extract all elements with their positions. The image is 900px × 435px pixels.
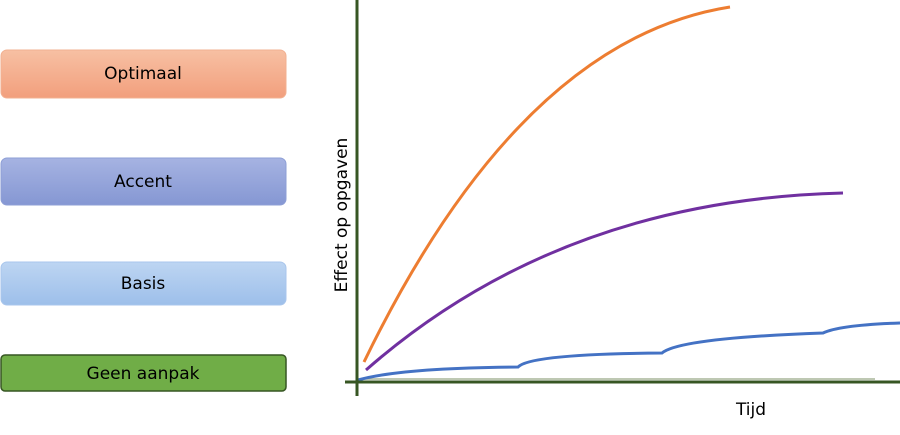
- curve-accent: [365, 191, 844, 372]
- curve-optimaal: [362, 5, 731, 363]
- x-axis-label: Tijd: [735, 400, 766, 420]
- legend-label: Basis: [121, 274, 166, 294]
- box-basis: [0, 261, 287, 306]
- legend-label: Geen aanpak: [87, 364, 200, 384]
- legend-label: Optimaal: [104, 64, 182, 84]
- box-optimaal: [0, 49, 287, 99]
- box-geen-aanpak: [0, 354, 287, 392]
- legend-label: Accent: [114, 172, 172, 192]
- box-accent: [0, 157, 287, 206]
- y-axis-label: Effect op opgaven: [332, 138, 352, 293]
- curve-basis: [357, 321, 900, 382]
